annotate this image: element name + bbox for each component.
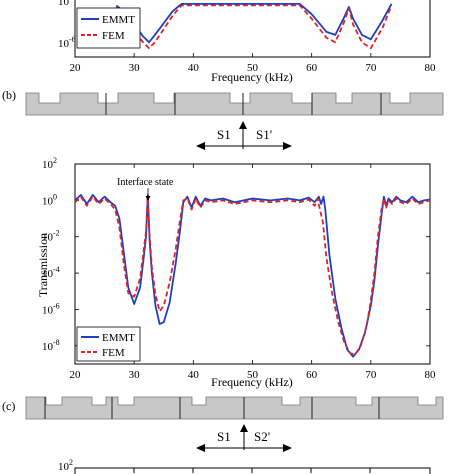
middle-chart: 102 100 10-2 10-4 10-6 10-8 20 30 40 50 60 70 80 Tr… xyxy=(36,156,436,389)
top-legend-box xyxy=(76,7,141,49)
top-legend-fem-label: FEM xyxy=(102,30,125,42)
middle-legend-fem-label: FEM xyxy=(102,347,125,359)
middle-xtick-label: 60 xyxy=(306,369,318,381)
middle-ytick-label: 10-4 xyxy=(42,265,60,280)
panel-c-arrowhead-left xyxy=(196,444,205,452)
middle-series-group xyxy=(74,193,431,358)
top-ytick-label: 10-6 xyxy=(58,35,76,50)
middle-xtick-label: 30 xyxy=(129,369,141,381)
panel-b-interface-arrowhead xyxy=(239,121,247,129)
top-series-fem-line xyxy=(115,4,393,50)
top-xtick-labels: 20 30 40 50 60 70 80 xyxy=(70,53,437,74)
panel-b-left-label: S1 xyxy=(217,127,231,142)
top-xtick-label: 70 xyxy=(365,62,377,74)
middle-xtick-label: 80 xyxy=(425,369,437,381)
panel-c-right-label: S2' xyxy=(254,429,270,444)
panel-b-schematic: (b) S1 S1' xyxy=(2,88,444,150)
middle-ytick-label: 10-6 xyxy=(42,301,60,316)
top-ytick-label: 10-4 xyxy=(58,0,76,8)
top-xtick-label: 80 xyxy=(425,62,437,74)
middle-xtick-label: 40 xyxy=(188,369,200,381)
middle-ylabel: Transmission xyxy=(36,233,50,297)
middle-xlabel: Frequency (kHz) xyxy=(211,375,293,389)
middle-ytick-labels: 102 100 10-2 10-4 10-6 10-8 xyxy=(42,156,430,353)
top-chart: 10-4 10-6 20 30 40 50 60 70 80 Frequency (kHz)… xyxy=(58,0,436,84)
top-xtick-label: 60 xyxy=(306,62,318,74)
panel-b-right-label: S1' xyxy=(256,127,272,142)
top-legend-emmt-label: EMMT xyxy=(102,14,135,26)
top-xtick-label: 20 xyxy=(70,62,82,74)
top-xtick-label: 30 xyxy=(129,62,141,74)
middle-legend-emmt-label: EMMT xyxy=(102,332,135,344)
middle-ytick-label: 102 xyxy=(42,156,57,171)
top-xtick-label: 40 xyxy=(188,62,200,74)
top-xlabel: Frequency (kHz) xyxy=(211,70,293,84)
top-legend: EMMT FEM xyxy=(76,7,141,49)
panel-b-beam xyxy=(25,92,444,116)
top-ytick-labels: 10-4 10-6 xyxy=(58,0,76,50)
panel-c-label: (c) xyxy=(2,399,15,413)
panel-b-label: (b) xyxy=(2,88,16,102)
top-series-group xyxy=(115,3,393,50)
middle-ytick-label: 10-2 xyxy=(42,229,60,244)
bottom-chart: 102 xyxy=(58,458,431,474)
middle-ytick-label: 10-8 xyxy=(42,338,60,353)
top-xtick-label: 50 xyxy=(247,62,259,74)
middle-ytick-label: 100 xyxy=(42,192,57,207)
panel-c-schematic: (c) S1 S2' xyxy=(2,396,444,452)
middle-legend: EMMT FEM xyxy=(76,326,141,362)
middle-annotation-text: Interface state xyxy=(117,177,174,188)
top-series-emmt-line xyxy=(115,3,393,44)
panel-b-arrowhead-right xyxy=(283,142,292,150)
middle-xtick-labels: 20 30 40 50 60 70 80 xyxy=(70,164,437,381)
middle-annotation-arrowhead xyxy=(145,196,151,201)
bottom-ytick-label: 102 xyxy=(58,458,73,473)
panel-c-interface-arrowhead xyxy=(240,424,248,432)
middle-xtick-label: 20 xyxy=(70,369,82,381)
middle-legend-box xyxy=(76,326,141,362)
middle-annotation: Interface state xyxy=(117,177,174,201)
panel-c-arrowhead-right xyxy=(283,444,292,452)
panel-c-beam xyxy=(25,396,444,420)
middle-xtick-label: 50 xyxy=(247,369,259,381)
panel-b-arrowhead-left xyxy=(196,142,205,150)
panel-c-left-label: S1 xyxy=(217,429,231,444)
middle-xtick-label: 70 xyxy=(365,369,377,381)
